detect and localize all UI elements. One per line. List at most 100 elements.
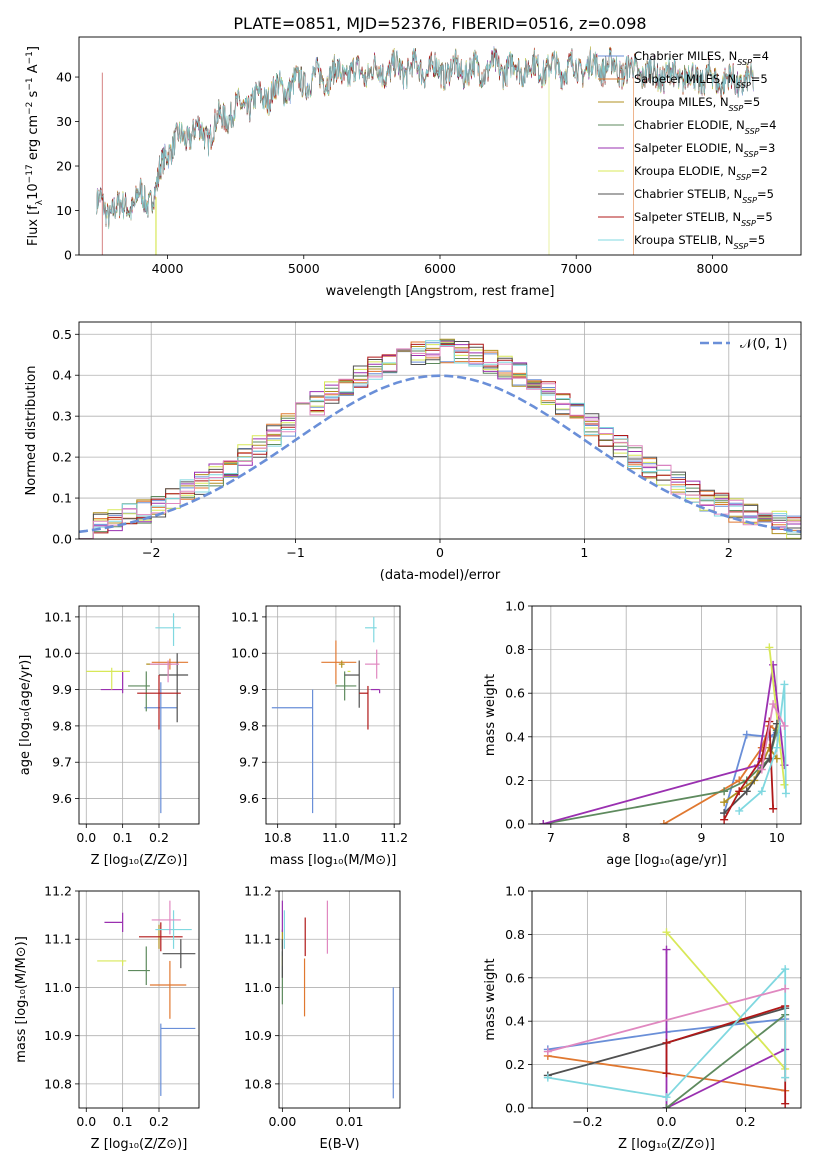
x-tick-label: 0.01 [336, 1114, 364, 1129]
x-axis-label: Z [log₁₀(Z/Z⊙)] [91, 853, 188, 868]
plot-area [97, 900, 196, 1096]
x-tick-label: 0.0 [76, 1114, 96, 1129]
weight-line [547, 987, 786, 1053]
weight-marker [720, 787, 729, 796]
y-tick-label: 0.6 [505, 970, 525, 985]
weight-line [723, 731, 778, 814]
x-tick-label: 0.1 [113, 1114, 133, 1129]
error-bar [344, 660, 360, 708]
x-tick-label: −2 [142, 545, 160, 560]
weight-marker [735, 806, 744, 815]
x-tick-label: 11.0 [322, 830, 350, 845]
error-bar [155, 613, 181, 646]
legend-label: 𝒩(0, 1) [740, 337, 787, 352]
panel-age-vs-metallicity: 0.0 0.1 0.2 9.6 9.7 9.8 9.9 10.0 10.1 Z [log₁₀(Z/… [18, 605, 200, 868]
x-tick-label: 5000 [288, 261, 320, 276]
y-tick-label: 0.8 [505, 642, 525, 657]
error-bar [139, 922, 183, 952]
error-bar [159, 653, 189, 723]
weight-marker [662, 1038, 671, 1047]
legend-label: Salpeter MILES, NSSP=5 [634, 72, 768, 90]
legend-label: Kroupa ELODIE, NSSP=2 [634, 164, 768, 182]
plot-area [86, 613, 189, 814]
weight-marker [781, 1099, 790, 1108]
y-tick-label: 30 [56, 114, 72, 129]
y-tick-label: 0 [64, 248, 72, 263]
y-tick-label: 10.0 [44, 646, 72, 661]
error-bar [128, 946, 150, 986]
plot-area [281, 900, 394, 1099]
y-tick-label: 11.2 [44, 884, 72, 899]
x-tick-label: 11.2 [380, 830, 408, 845]
plot-area [271, 616, 381, 814]
y-tick-label: 0.2 [505, 773, 525, 788]
y-axis-label: mass weight [483, 958, 498, 1040]
x-axis-label: (data-model)/error [380, 568, 501, 583]
weight-marker [769, 700, 778, 709]
x-axis-label: E(B-V) [319, 1137, 359, 1152]
y-tick-label: 9.9 [52, 682, 72, 697]
weight-marker [662, 1104, 671, 1108]
axes-frame [531, 605, 802, 825]
panel-age-vs-mass: 10.8 11.0 11.2 9.6 9.7 9.8 9.9 10.0 10.1 mass [lo… [231, 605, 408, 868]
x-tick-label: 0.2 [149, 1114, 169, 1129]
weight-line [665, 949, 786, 1108]
axes-frame [78, 605, 200, 825]
error-bar [338, 660, 345, 668]
error-bar [128, 671, 150, 712]
x-tick-label: 0.0 [76, 830, 96, 845]
x-tick-label: 7 [547, 830, 555, 845]
legend-label: Kroupa STELIB, NSSP=5 [634, 233, 765, 251]
error-bar [321, 640, 357, 685]
y-tick-label: 9.7 [52, 755, 72, 770]
y-tick-label: 40 [56, 70, 72, 85]
figure-title: PLATE=0851, MJD=52376, FIBERID=0516, z=0… [233, 14, 646, 33]
y-tick-label: 0.0 [52, 532, 72, 547]
weight-marker [720, 798, 729, 807]
axes-frame [78, 36, 802, 256]
weight-marker [659, 820, 668, 824]
y-tick-label: 0.5 [52, 327, 72, 342]
weight-marker [769, 804, 778, 813]
y-tick-label: 20 [56, 159, 72, 174]
weight-line [768, 647, 786, 785]
x-tick-label: 2 [725, 545, 733, 560]
weight-marker [543, 1073, 552, 1082]
weight-line [665, 931, 786, 1070]
y-tick-label: 1.0 [505, 599, 525, 614]
y-tick-label: 11.1 [244, 932, 272, 947]
spectrum-line [96, 46, 754, 230]
y-tick-label: 10 [56, 203, 72, 218]
grid-lines [266, 606, 400, 824]
y-tick-label: 0.0 [505, 1101, 525, 1116]
error-bar [149, 960, 187, 1019]
y-tick-label: 10.9 [44, 1028, 72, 1043]
axes-frame [531, 890, 802, 1109]
weight-marker [765, 643, 774, 652]
y-tick-label: 9.8 [52, 718, 72, 733]
y-tick-label: 11.0 [44, 980, 72, 995]
error-bar [144, 682, 178, 814]
legend-label: Salpeter STELIB, NSSP=5 [634, 210, 773, 228]
x-tick-label: 8000 [697, 261, 729, 276]
y-tick-label: 1.0 [505, 884, 525, 899]
x-tick-label: 8 [622, 830, 630, 845]
legend-label: Chabrier MILES, NSSP=4 [634, 49, 769, 67]
error-bar [149, 660, 179, 683]
weight-marker [735, 787, 744, 796]
x-tick-label: 0.1 [113, 830, 133, 845]
x-tick-label: 10.8 [264, 830, 292, 845]
y-tick-label: 10.8 [244, 1076, 272, 1091]
x-tick-label: 0.2 [149, 830, 169, 845]
x-tick-label: 4000 [152, 261, 184, 276]
x-tick-label: 0.2 [736, 1114, 756, 1129]
weight-marker [781, 789, 790, 798]
axes: 7 8 9 10 0.0 0.2 0.4 0.6 0.8 1.0 age [log₁₀(age/yr… [483, 599, 802, 868]
plot-area [543, 928, 790, 1108]
axes-frame [278, 890, 401, 1109]
x-tick-label: 6000 [424, 261, 456, 276]
grid-lines [79, 890, 199, 1108]
y-tick-label: 0.4 [52, 368, 72, 383]
panel-residuals: −2 −1 0 1 2 0.0 0.1 0.2 0.3 0.4 0.5 (data-model)/er… [24, 321, 802, 583]
error-bar [365, 649, 380, 679]
